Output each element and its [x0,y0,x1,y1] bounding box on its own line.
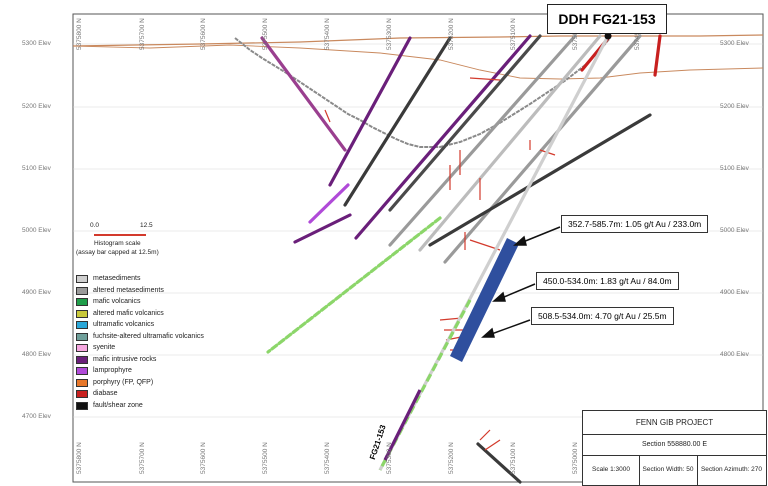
drill-hole [260,36,347,152]
northing-label-bottom: 5375100 N [510,442,517,474]
legend-label: diabase [93,390,118,397]
legend-swatch [76,390,88,398]
elev-label-right: 5200 Elev [720,103,749,110]
elev-label-left: 5100 Elev [22,165,51,172]
legend-label: lamprophyre [93,367,132,374]
northing-label-top: 5375400 N [324,18,331,50]
legend-label: altered metasediments [93,286,164,294]
northing-label-bottom: 5375800 N [76,442,83,474]
northing-label-bottom: 5375000 N [572,442,579,474]
drill-hole [476,442,522,484]
northing-label-top: 5375600 N [200,18,207,50]
drill-hole [293,213,352,244]
main-drill-hole-mafic [383,389,422,461]
elev-label-left: 5200 Elev [22,103,51,110]
histogram-scale-caption: Histogram scale [94,240,141,247]
legend-label: altered mafic volcanics [93,309,164,317]
elev-label-left: 4700 Elev [22,413,51,420]
intercept-callout: 508.5-534.0m: 4.70 g/t Au / 25.5m [531,307,674,325]
intercept-callout: 352.7-585.7m: 1.05 g/t Au / 233.0m [561,215,709,233]
northing-label-bottom: 5375500 N [262,442,269,474]
elev-label-left: 4900 Elev [22,289,51,296]
elev-label-left: 5300 Elev [22,40,51,47]
legend-swatch [76,321,88,329]
legend-swatch [76,332,88,341]
legend-swatch [76,378,88,387]
drill-hole [328,36,412,187]
map-frame [72,13,764,483]
northing-label-top: 5375300 N [386,18,393,50]
drill-hole [354,34,532,240]
section-name: Section 558880.00 E [583,434,766,456]
elev-label-left: 4800 Elev [22,351,51,358]
azimuth-cell: Section Azimuth: 270 [700,466,763,473]
elev-label-left: 5000 Elev [22,227,51,234]
scale-cell: Scale 1:3000 [583,455,640,485]
elev-label-right: 5000 Elev [720,227,749,234]
histogram-scale-note: (assay bar capped at 12.5m) [76,249,159,256]
legend-label: mafic intrusive rocks [93,355,157,363]
legend-swatch [76,344,88,352]
drill-hole [428,113,652,247]
northing-label-bottom: 5375300 N [386,442,393,474]
northing-label-top: 5375200 N [448,18,455,50]
legend-label: mafic volcanics [93,298,141,305]
legend-swatch [76,286,88,295]
elev-label-right: 4900 Elev [720,289,749,296]
elev-label-right: 5300 Elev [720,40,749,47]
elev-label-right: 4800 Elev [720,351,749,358]
drill-hole [343,36,452,207]
northing-label-bottom: 5375200 N [448,442,455,474]
histogram-scale-max: 12.5 [140,222,153,229]
northing-label-top: 5375100 N [510,18,517,50]
legend-label: fuchsite-altered ultramafic volcanics [93,332,204,340]
northing-label-bottom: 5375700 N [139,442,146,474]
legend-swatch [76,298,88,306]
overburden-contact [72,44,764,80]
drill-hole [418,34,602,252]
callout-arrows [481,226,561,338]
project-name: FENN GIB PROJECT [583,411,766,435]
legend-swatch [76,367,88,375]
elev-label-right: 5100 Elev [720,165,749,172]
legend-swatch [76,401,88,410]
legend-label: syenite [93,344,116,351]
drill-hole [308,183,350,224]
legend-label: metasediments [93,275,141,282]
legend-label: porphyry (FP, QFP) [93,378,154,386]
drill-hole [266,216,442,354]
histogram-scale-min: 0.0 [90,222,100,229]
drill-hole [443,34,642,264]
existing-drill-holes [260,34,662,484]
drill-hole [388,34,542,212]
intercept-zone [450,238,519,362]
topography-line [72,34,764,47]
legend-label: fault/shear zone [93,401,143,409]
title-block: FENN GIB PROJECT Section 558880.00 E Sca… [582,410,767,486]
northing-label-bottom: 5375600 N [200,442,207,474]
legend-swatch [76,309,88,318]
drill-hole [388,34,577,247]
northing-label-top: 5375500 N [262,18,269,50]
legend-label: ultramafic volcanics [93,321,155,328]
hole-title: DDH FG21-153 [547,4,667,34]
northing-label-bottom: 5375400 N [324,442,331,474]
intercept-callout: 450.0-534.0m: 1.83 g/t Au / 84.0m [536,272,679,290]
width-cell: Section Width: 50 [639,455,698,485]
legend-swatch [76,275,88,283]
drill-hole [653,34,662,77]
northing-label-top: 5375700 N [139,18,146,50]
northing-label-top: 5375800 N [76,18,83,50]
legend-swatch [76,355,88,364]
